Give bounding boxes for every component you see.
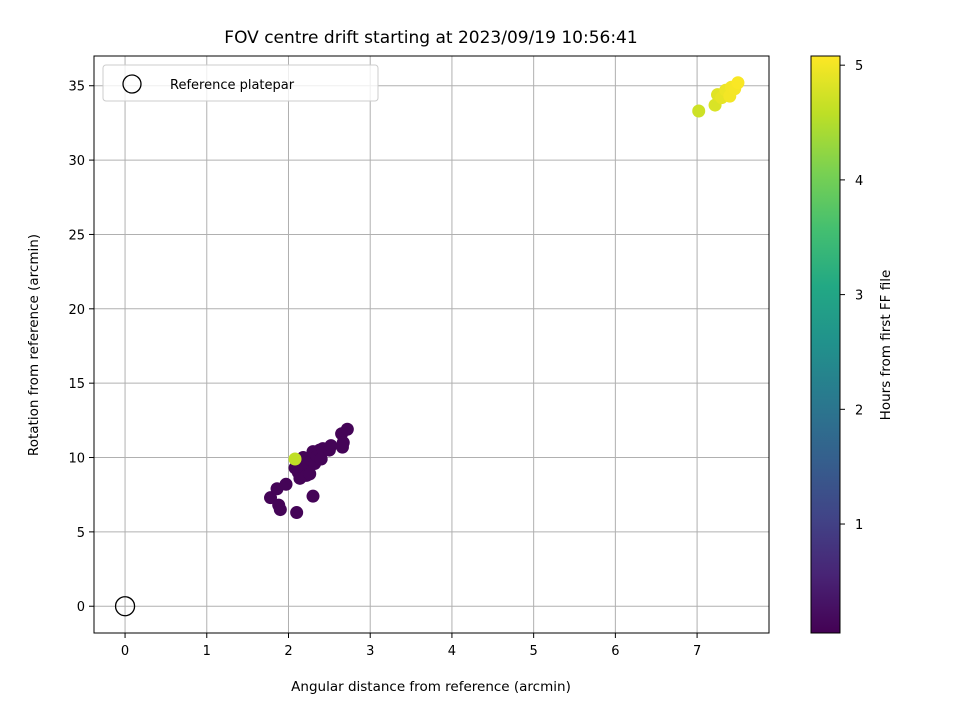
data-point xyxy=(692,104,706,118)
legend-marker xyxy=(122,74,142,94)
colorbar xyxy=(810,55,841,634)
chart-title: FOV centre drift starting at 2023/09/19 … xyxy=(224,28,637,48)
colorbar-tick-label: 1 xyxy=(855,518,863,533)
legend: Reference platepar xyxy=(102,64,379,102)
data-point xyxy=(324,439,338,453)
y-axis-ticks: 0 5 10 15 20 25 30 35 xyxy=(68,80,94,615)
plot-frame xyxy=(93,55,770,634)
data-point xyxy=(303,467,317,481)
colorbar-tick-label: 5 xyxy=(855,59,863,74)
y-tick-label: 20 xyxy=(68,303,85,318)
x-tick-label: 5 xyxy=(530,644,538,659)
x-axis-label: Angular distance from reference (arcmin) xyxy=(291,679,571,695)
y-tick-label: 5 xyxy=(77,526,85,541)
x-tick-label: 4 xyxy=(448,644,456,659)
data-point xyxy=(273,503,287,517)
data-point xyxy=(279,477,293,491)
x-tick-label: 7 xyxy=(693,644,701,659)
x-tick-label: 1 xyxy=(203,644,211,659)
data-point xyxy=(290,506,304,520)
y-tick-label: 35 xyxy=(68,80,85,95)
x-axis-ticks: 0 1 2 3 4 5 6 7 xyxy=(121,633,701,659)
y-tick-label: 10 xyxy=(68,452,85,467)
data-point xyxy=(306,489,320,503)
y-tick-label: 0 xyxy=(77,600,85,615)
data-point xyxy=(314,452,328,466)
colorbar-tick-label: 3 xyxy=(855,289,863,304)
x-tick-label: 3 xyxy=(366,644,374,659)
grid-lines xyxy=(94,56,769,633)
colorbar-tick-label: 2 xyxy=(855,403,863,418)
data-point xyxy=(336,436,350,450)
x-tick-label: 6 xyxy=(611,644,619,659)
x-tick-label: 0 xyxy=(121,644,129,659)
x-tick-label: 2 xyxy=(284,644,292,659)
data-point xyxy=(288,452,302,466)
colorbar-ticks: 1 2 3 4 5 xyxy=(840,59,863,533)
reference-marker-group xyxy=(114,596,136,617)
legend-box xyxy=(102,64,379,102)
colorbar-tick-label: 4 xyxy=(855,174,863,189)
y-axis-label: Rotation from reference (arcmin) xyxy=(26,234,42,456)
y-tick-label: 15 xyxy=(68,377,85,392)
reference-marker xyxy=(114,596,136,617)
data-point xyxy=(731,76,745,90)
colorbar-label: Hours from first FF file xyxy=(878,270,894,421)
y-tick-label: 30 xyxy=(68,154,85,169)
y-tick-label: 25 xyxy=(68,228,85,243)
data-point xyxy=(340,422,354,436)
data-points xyxy=(264,76,745,520)
legend-label: Reference platepar xyxy=(170,78,295,93)
